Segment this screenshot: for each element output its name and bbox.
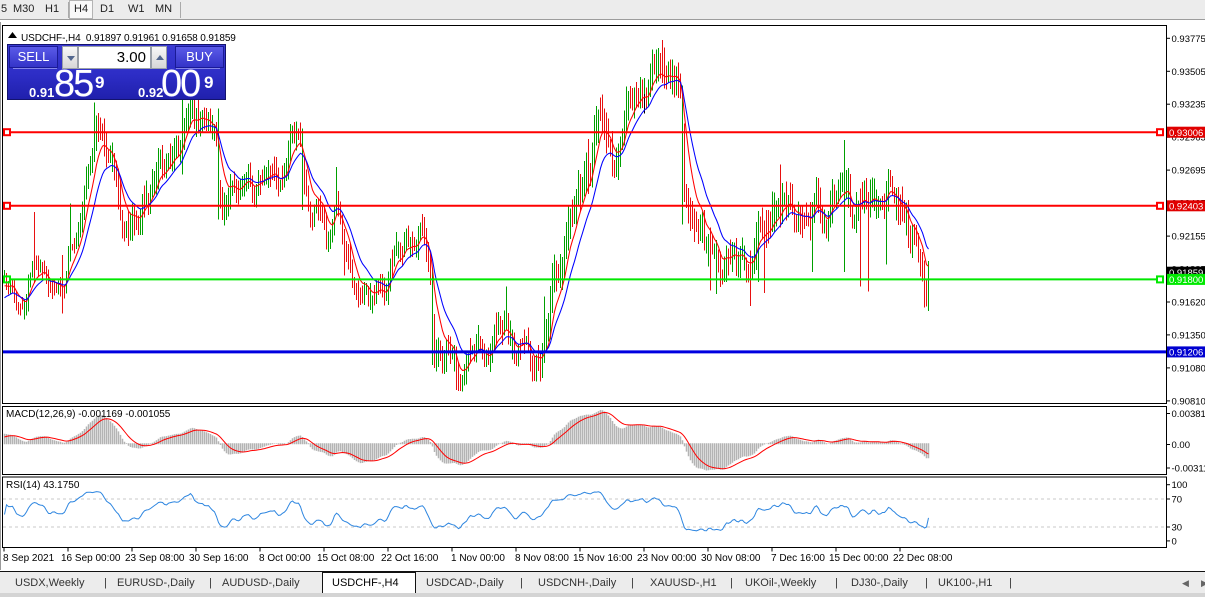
- svg-text:16 Sep 00:00: 16 Sep 00:00: [61, 553, 121, 564]
- svg-text:8 Nov 08:00: 8 Nov 08:00: [515, 553, 569, 564]
- svg-text:0.93505: 0.93505: [1172, 67, 1205, 78]
- svg-text:22 Oct 16:00: 22 Oct 16:00: [381, 553, 439, 564]
- svg-text:30 Sep 16:00: 30 Sep 16:00: [189, 553, 249, 564]
- svg-text:0.91080: 0.91080: [1172, 363, 1205, 374]
- svg-text:RSI(14) 43.1750: RSI(14) 43.1750: [6, 480, 80, 491]
- svg-text:0.93775: 0.93775: [1172, 34, 1205, 45]
- svg-text:0.003811: 0.003811: [1172, 409, 1205, 420]
- svg-text:0.92965: 0.92965: [1172, 133, 1205, 144]
- svg-text:1 Nov 00:00: 1 Nov 00:00: [451, 553, 505, 564]
- svg-text:30: 30: [1172, 523, 1183, 534]
- svg-text:15 Dec 00:00: 15 Dec 00:00: [829, 553, 889, 564]
- svg-text:0.00: 0.00: [1172, 440, 1191, 451]
- svg-text:0.91350: 0.91350: [1172, 330, 1205, 341]
- svg-text:0.93235: 0.93235: [1172, 100, 1205, 111]
- svg-text:23 Sep 08:00: 23 Sep 08:00: [125, 553, 185, 564]
- svg-text:15 Nov 16:00: 15 Nov 16:00: [573, 553, 633, 564]
- svg-text:-0.00311: -0.00311: [1172, 464, 1205, 475]
- svg-text:0.90810: 0.90810: [1172, 396, 1205, 407]
- svg-text:0.93006: 0.93006: [1169, 128, 1203, 139]
- svg-text:8 Sep 2021: 8 Sep 2021: [3, 553, 55, 564]
- svg-text:100: 100: [1172, 480, 1188, 491]
- svg-text:0: 0: [1172, 536, 1177, 547]
- svg-text:0.91859: 0.91859: [1169, 268, 1203, 279]
- svg-text:30 Nov 08:00: 30 Nov 08:00: [701, 553, 761, 564]
- svg-text:23 Nov 00:00: 23 Nov 00:00: [637, 553, 697, 564]
- svg-text:15 Oct 08:00: 15 Oct 08:00: [317, 553, 375, 564]
- svg-text:22 Dec 08:00: 22 Dec 08:00: [893, 553, 953, 564]
- svg-text:MACD(12,26,9) -0.001169 -0.001: MACD(12,26,9) -0.001169 -0.001055: [6, 409, 171, 420]
- svg-text:8 Oct 00:00: 8 Oct 00:00: [259, 553, 311, 564]
- svg-text:0.91800: 0.91800: [1169, 275, 1203, 286]
- svg-text:0.91206: 0.91206: [1169, 348, 1203, 359]
- svg-text:7 Dec 16:00: 7 Dec 16:00: [771, 553, 825, 564]
- svg-text:0.92695: 0.92695: [1172, 166, 1205, 177]
- svg-text:0.91620: 0.91620: [1172, 298, 1205, 309]
- svg-text:0.92155: 0.92155: [1172, 232, 1205, 243]
- svg-text:0.92403: 0.92403: [1169, 202, 1203, 213]
- svg-text:70: 70: [1172, 495, 1183, 506]
- svg-text:USDCHF-,H4 0.91897 0.91961 0.: USDCHF-,H4 0.91897 0.91961 0.91658 0.918…: [21, 33, 236, 44]
